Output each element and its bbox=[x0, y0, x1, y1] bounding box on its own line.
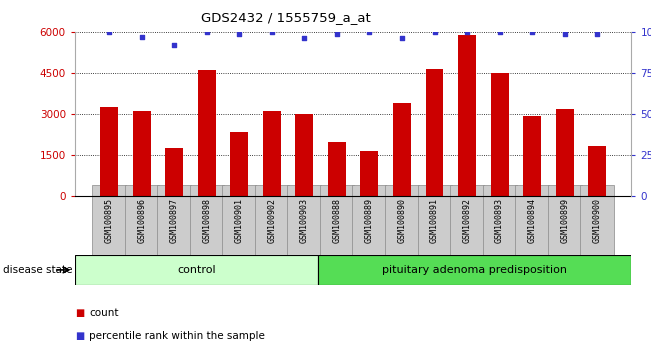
Bar bbox=[491, 73, 508, 196]
Bar bbox=[393, 103, 411, 196]
Point bbox=[592, 31, 602, 36]
Text: count: count bbox=[89, 308, 118, 318]
Point bbox=[396, 36, 407, 41]
Bar bbox=[165, 148, 183, 196]
Point bbox=[202, 29, 212, 35]
Point bbox=[137, 34, 147, 40]
Text: GDS2432 / 1555759_a_at: GDS2432 / 1555759_a_at bbox=[202, 11, 371, 24]
Point bbox=[462, 29, 472, 35]
Bar bbox=[361, 151, 378, 196]
Bar bbox=[230, 132, 248, 196]
Text: pituitary adenoma predisposition: pituitary adenoma predisposition bbox=[382, 265, 568, 275]
Point bbox=[104, 29, 115, 35]
Bar bbox=[458, 35, 476, 196]
Point bbox=[332, 31, 342, 36]
Bar bbox=[296, 114, 313, 196]
Bar bbox=[328, 142, 346, 196]
Bar bbox=[426, 69, 443, 196]
Point bbox=[559, 31, 570, 36]
Bar bbox=[133, 112, 150, 196]
Bar bbox=[523, 115, 541, 196]
Bar bbox=[263, 112, 281, 196]
Point bbox=[234, 31, 245, 36]
Bar bbox=[198, 70, 215, 196]
Text: disease state: disease state bbox=[3, 265, 73, 275]
Point bbox=[169, 42, 180, 48]
Text: ■: ■ bbox=[75, 308, 84, 318]
Point bbox=[494, 29, 505, 35]
Point bbox=[527, 29, 537, 35]
Text: ■: ■ bbox=[75, 331, 84, 341]
Text: percentile rank within the sample: percentile rank within the sample bbox=[89, 331, 265, 341]
Bar bbox=[318, 255, 631, 285]
Bar bbox=[75, 255, 318, 285]
Point bbox=[429, 29, 439, 35]
Point bbox=[267, 29, 277, 35]
Point bbox=[299, 36, 310, 41]
Text: control: control bbox=[177, 265, 216, 275]
Point bbox=[364, 29, 374, 35]
Bar bbox=[556, 109, 574, 196]
Bar bbox=[100, 107, 118, 196]
Bar bbox=[589, 146, 606, 196]
